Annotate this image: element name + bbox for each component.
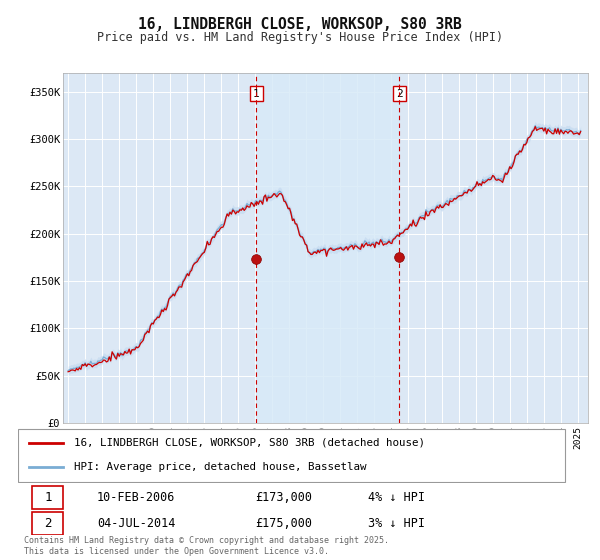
Text: 1: 1 xyxy=(44,491,52,504)
Text: 2: 2 xyxy=(44,517,52,530)
Text: 04-JUL-2014: 04-JUL-2014 xyxy=(97,517,175,530)
Bar xyxy=(32,487,63,509)
Text: 2: 2 xyxy=(396,88,403,99)
Text: Contains HM Land Registry data © Crown copyright and database right 2025.: Contains HM Land Registry data © Crown c… xyxy=(23,536,389,545)
Text: 16, LINDBERGH CLOSE, WORKSOP, S80 3RB: 16, LINDBERGH CLOSE, WORKSOP, S80 3RB xyxy=(138,17,462,31)
Text: £175,000: £175,000 xyxy=(255,517,312,530)
Text: £173,000: £173,000 xyxy=(255,491,312,504)
Text: 4% ↓ HPI: 4% ↓ HPI xyxy=(368,491,425,504)
Text: This data is licensed under the Open Government Licence v3.0.: This data is licensed under the Open Gov… xyxy=(23,547,329,556)
Text: 10-FEB-2006: 10-FEB-2006 xyxy=(97,491,175,504)
Text: 3% ↓ HPI: 3% ↓ HPI xyxy=(368,517,425,530)
Bar xyxy=(256,73,400,423)
Text: 16, LINDBERGH CLOSE, WORKSOP, S80 3RB (detached house): 16, LINDBERGH CLOSE, WORKSOP, S80 3RB (d… xyxy=(74,438,425,447)
Text: HPI: Average price, detached house, Bassetlaw: HPI: Average price, detached house, Bass… xyxy=(74,463,367,472)
Text: 1: 1 xyxy=(253,88,260,99)
Bar xyxy=(32,512,63,535)
Text: Price paid vs. HM Land Registry's House Price Index (HPI): Price paid vs. HM Land Registry's House … xyxy=(97,31,503,44)
